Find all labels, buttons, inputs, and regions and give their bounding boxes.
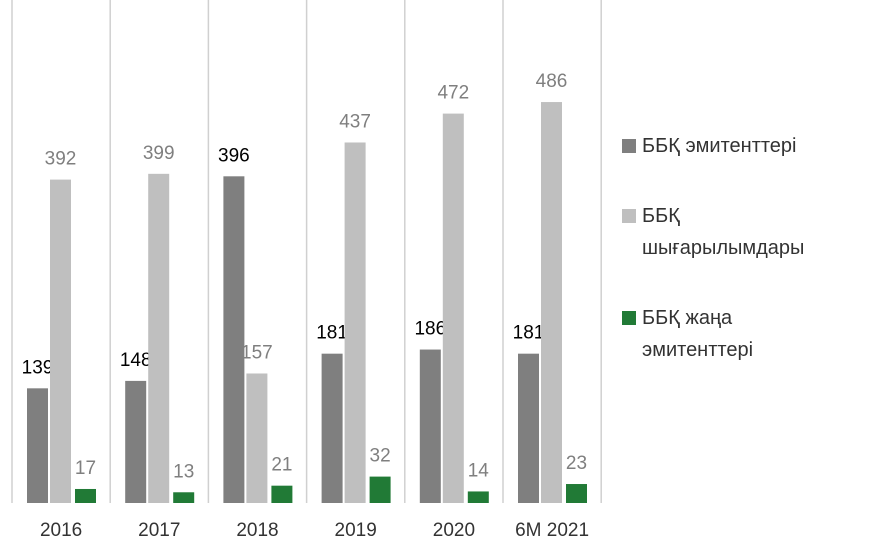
- chart: 2016 139 392 17 2017 148 399 13 2018 396 157 21 2019…: [11, 0, 602, 541]
- value-label: 396: [218, 145, 250, 166]
- value-label: 21: [271, 455, 292, 476]
- value-label: 17: [75, 458, 96, 479]
- bar: [50, 179, 71, 503]
- legend-item: ББҚ шығарылымдары: [622, 200, 862, 264]
- x-tick-label: 2019: [335, 520, 377, 541]
- bar: [442, 113, 464, 503]
- legend-label: ББҚ шығарылымдары: [642, 205, 805, 259]
- value-label: 472: [437, 83, 469, 104]
- x-tick-label: 6M 2021: [515, 520, 589, 541]
- bar: [246, 373, 268, 503]
- bar: [369, 476, 391, 503]
- bar: [223, 176, 245, 504]
- x-tick-label: 2018: [236, 520, 278, 541]
- bar: [467, 491, 489, 503]
- legend-item: ББҚ эмитенттері: [622, 130, 862, 162]
- value-label: 148: [120, 350, 152, 371]
- legend-swatch: [622, 311, 636, 325]
- bar: [419, 349, 441, 503]
- bar: [566, 484, 587, 503]
- bar: [321, 353, 343, 503]
- value-label: 186: [414, 319, 446, 340]
- value-label: 23: [566, 453, 587, 474]
- bar: [541, 102, 562, 504]
- value-label: 157: [241, 342, 273, 363]
- legend: ББҚ эмитенттері ББҚ шығарылымдары ББҚ жаңа…: [622, 130, 862, 404]
- legend-label: ББҚ жаңа эмитенттері: [642, 307, 754, 361]
- value-label: 139: [22, 357, 54, 378]
- value-label: 399: [143, 143, 175, 164]
- bar: [27, 388, 48, 503]
- x-tick-label: 2017: [138, 520, 180, 541]
- legend-item: ББҚ жаңа эмитенттері: [622, 302, 862, 366]
- x-tick-label: 2020: [433, 520, 475, 541]
- legend-swatch: [622, 209, 636, 223]
- bar: [271, 485, 293, 503]
- value-label: 392: [45, 149, 77, 170]
- value-label: 13: [173, 461, 194, 482]
- value-label: 14: [468, 460, 490, 481]
- legend-swatch: [622, 139, 636, 153]
- bar: [173, 492, 195, 503]
- bar: [125, 380, 147, 503]
- value-label: 181: [316, 323, 348, 344]
- bar: [344, 142, 366, 503]
- bar: [518, 353, 539, 503]
- value-label: 437: [339, 111, 371, 132]
- value-label: 32: [370, 446, 391, 467]
- bar: [148, 173, 170, 503]
- legend-label: ББҚ эмитенттері: [642, 135, 797, 157]
- x-tick-label: 2016: [40, 520, 82, 541]
- value-label: 486: [536, 71, 568, 92]
- bar: [75, 488, 96, 503]
- value-label: 181: [513, 323, 545, 344]
